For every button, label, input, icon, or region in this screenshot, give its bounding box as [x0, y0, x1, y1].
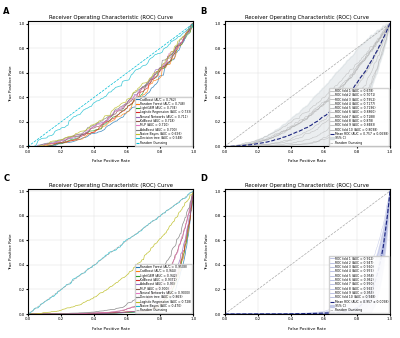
Legend: Random Forest (AUC = 0.9508), CatBoost (AUC = 0.944), LightGBM (AUC = 0.942), Kd: Random Forest (AUC = 0.9508), CatBoost (…: [135, 264, 192, 313]
X-axis label: False Positive Rate: False Positive Rate: [92, 327, 130, 331]
Legend: ROC fold 1 (AUC = 0.678), ROC fold 2 (AUC = 0.7071), ROC fold 3 (AUC = 0.7952), : ROC fold 1 (AUC = 0.678), ROC fold 2 (AU…: [329, 88, 389, 145]
Text: C: C: [3, 174, 10, 183]
Legend: ROC fold 1 (AUC = 0.912), ROC fold 2 (AUC = 0.947), ROC fold 3 (AUC = 0.960), RO: ROC fold 1 (AUC = 0.912), ROC fold 2 (AU…: [329, 256, 389, 313]
Text: D: D: [200, 174, 207, 183]
Title: Receiver Operating Characteristic (ROC) Curve: Receiver Operating Characteristic (ROC) …: [245, 15, 369, 20]
Text: A: A: [3, 6, 10, 16]
Title: Receiver Operating Characteristic (ROC) Curve: Receiver Operating Characteristic (ROC) …: [49, 183, 173, 188]
Y-axis label: True Positive Rate: True Positive Rate: [205, 233, 209, 270]
X-axis label: False Positive Rate: False Positive Rate: [288, 160, 326, 164]
Title: Receiver Operating Characteristic (ROC) Curve: Receiver Operating Characteristic (ROC) …: [49, 15, 173, 20]
Y-axis label: True Positive Rate: True Positive Rate: [205, 66, 209, 102]
X-axis label: False Positive Rate: False Positive Rate: [288, 327, 326, 331]
Y-axis label: True Positive Rate: True Positive Rate: [9, 233, 13, 270]
Y-axis label: True Positive Rate: True Positive Rate: [9, 66, 13, 102]
X-axis label: False Positive Rate: False Positive Rate: [92, 160, 130, 164]
Legend: CatBoost (AUC = 0.762), Random Forest (AUC = 0.748), LightGBM (AUC = 0.734), Log: CatBoost (AUC = 0.762), Random Forest (A…: [135, 97, 192, 145]
Title: Receiver Operating Characteristic (ROC) Curve: Receiver Operating Characteristic (ROC) …: [245, 183, 369, 188]
Text: B: B: [200, 6, 206, 16]
